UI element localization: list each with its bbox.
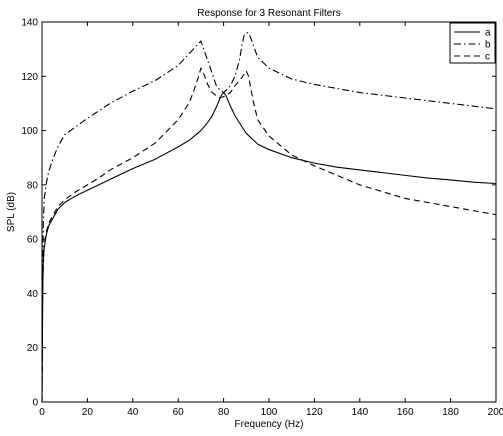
legend: abc (449, 22, 496, 64)
x-tick-label: 20 (82, 407, 94, 418)
y-tick-label: 40 (27, 289, 39, 300)
y-tick-label: 100 (21, 126, 38, 137)
chart-title: Response for 3 Resonant Filters (197, 8, 340, 19)
plot-area-frame (41, 21, 497, 403)
legend-label-b: b (485, 40, 491, 51)
axes-layer (41, 21, 497, 403)
x-tick-label: 100 (261, 407, 278, 418)
x-tick-label: 120 (306, 407, 323, 418)
x-tick-label: 60 (173, 407, 185, 418)
y-axis-label: SPL (dB) (6, 192, 17, 232)
y-tick-label: 60 (27, 235, 39, 246)
y-tick-label: 140 (21, 18, 38, 29)
y-tick-label: 80 (27, 180, 39, 191)
series-line-c (41, 67, 497, 403)
x-tick-label: 180 (442, 407, 459, 418)
x-tick-label: 200 (488, 407, 503, 418)
x-tick-label: 160 (397, 407, 414, 418)
y-tick-label: 0 (32, 398, 38, 409)
x-tick-label: 140 (351, 407, 368, 418)
x-tick-label: 40 (127, 407, 139, 418)
series-layer (41, 32, 497, 403)
y-tick-label: 120 (21, 72, 38, 83)
series-line-b (41, 32, 497, 403)
x-tick-label: 80 (218, 407, 230, 418)
legend-label-c: c (485, 52, 490, 63)
x-axis-label: Frequency (Hz) (235, 419, 304, 430)
x-tick-label: 0 (39, 407, 45, 418)
ticks-layer: 0 20 40 60 80 100 120 140 160 180 200 0 20 40 60 80 100 1… (21, 18, 503, 419)
legend-label-a: a (485, 28, 491, 39)
y-tick-label: 20 (27, 343, 39, 354)
series-line-a (41, 92, 497, 403)
